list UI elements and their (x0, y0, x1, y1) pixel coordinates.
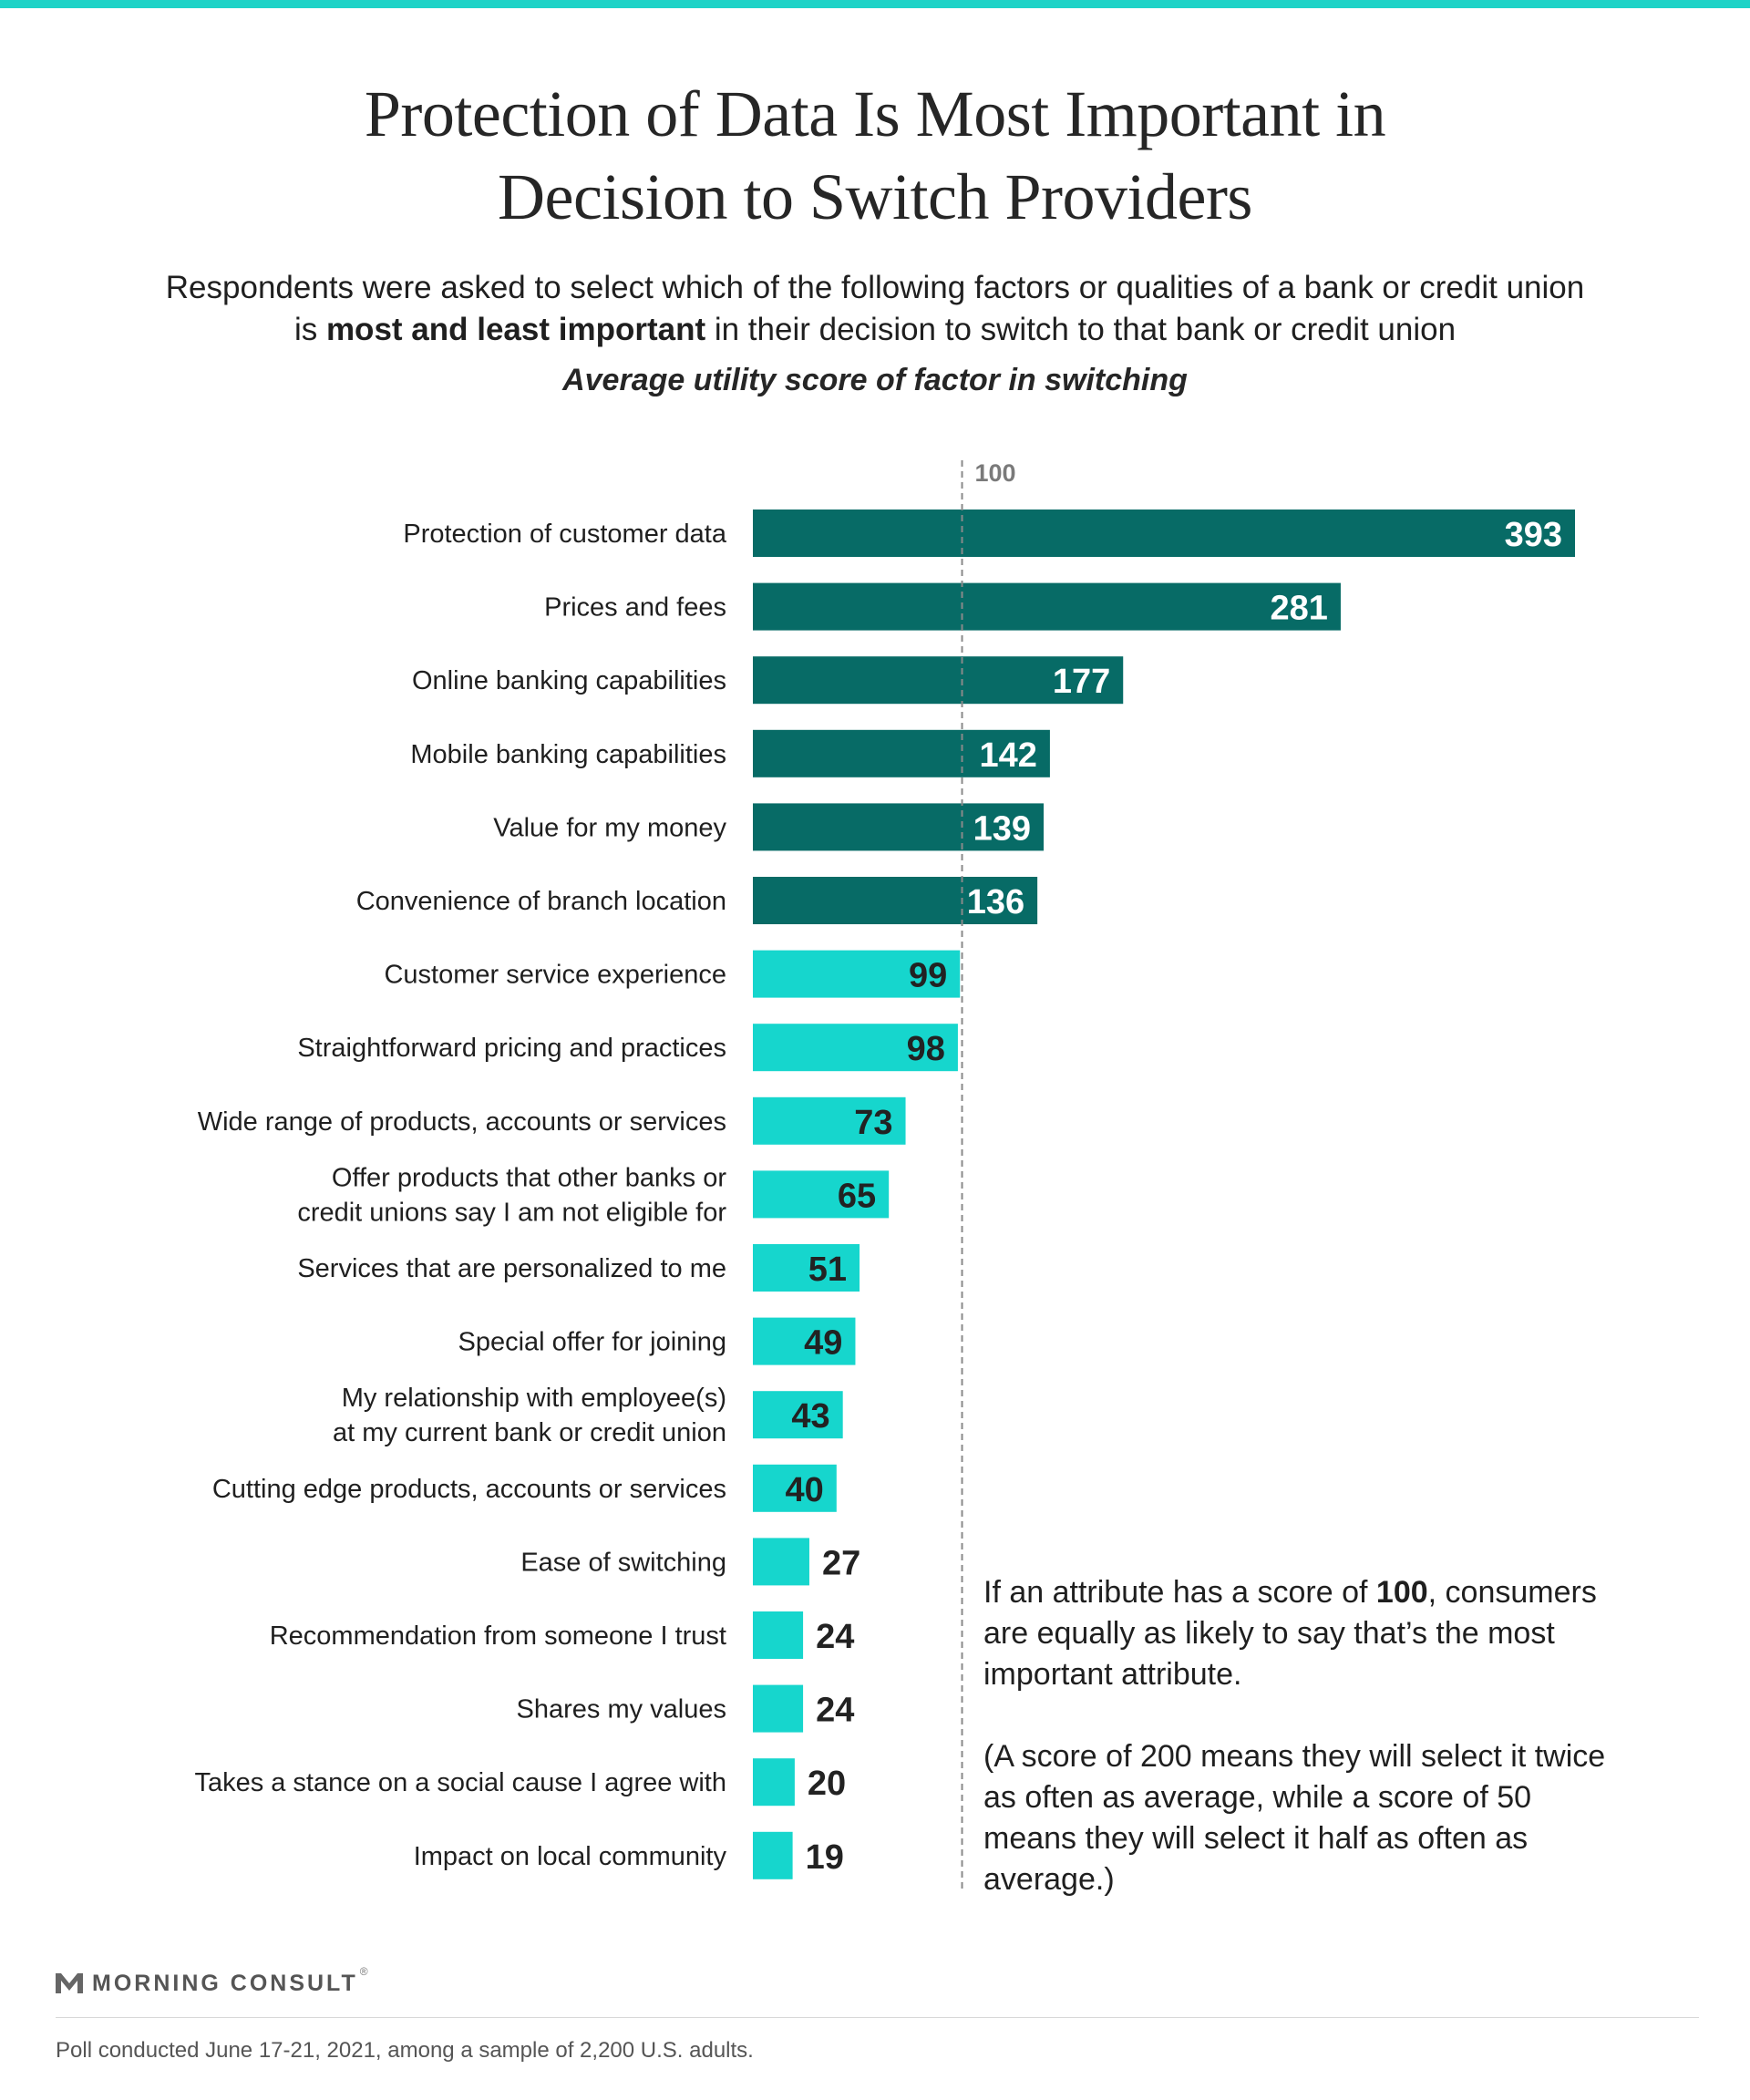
bar (753, 1024, 958, 1072)
bar (753, 1391, 843, 1439)
page-title: Protection of Data Is Most Important in … (0, 73, 1750, 239)
category-label: Shares my values (517, 1695, 727, 1724)
bar (753, 1538, 809, 1586)
bar (753, 510, 1575, 557)
category-label: Protection of customer data (403, 520, 726, 549)
bar (753, 1464, 837, 1512)
bar (753, 1611, 804, 1659)
chart-title: Average utility score of factor in switc… (562, 363, 1188, 397)
morning-consult-m-icon (56, 1973, 83, 1993)
subtitle: Respondents were asked to select which o… (0, 267, 1750, 351)
category-label: Ease of switching (520, 1548, 726, 1577)
category-label: Recommendation from someone I trust (270, 1621, 726, 1651)
score-explanation-note: If an attribute has a score of 100, cons… (983, 1572, 1621, 1941)
category-label: Prices and fees (544, 593, 726, 623)
logo-trademark: ® (359, 1965, 368, 1978)
category-label: Cutting edge products, accounts or servi… (212, 1475, 726, 1504)
value-label: 40 (786, 1471, 824, 1509)
reference-line-label: 100 (975, 459, 1016, 487)
category-label: Special offer for joining (458, 1328, 726, 1357)
note-p1-post: , consumers are equally as likely to say… (983, 1575, 1597, 1692)
value-label: 65 (838, 1177, 876, 1215)
value-label: 281 (1271, 590, 1328, 628)
bar (753, 1684, 804, 1733)
bar (753, 656, 1124, 705)
value-label: 177 (1053, 663, 1110, 701)
value-label: 19 (806, 1838, 844, 1877)
category-label: Online banking capabilities (412, 666, 726, 695)
category-label: Mobile banking capabilities (410, 740, 726, 769)
bar (753, 950, 961, 998)
title-line-2: Decision to Switch Providers (498, 160, 1252, 233)
note-p1-pre: If an attribute has a score of (983, 1575, 1376, 1610)
category-label: My relationship with employee(s) at my cu… (333, 1384, 726, 1447)
source-note: Poll conducted June 17-21, 2021, among a… (56, 2038, 754, 2063)
subtitle-line-1: Respondents were asked to select which o… (165, 270, 1585, 305)
morning-consult-logo: MORNING CONSULT ® (56, 1965, 368, 2002)
value-label: 136 (967, 883, 1024, 921)
logo-text: MORNING CONSULT (92, 1970, 358, 1996)
title-line-1: Protection of Data Is Most Important in (364, 77, 1386, 150)
category-label: Impact on local community (414, 1842, 727, 1871)
category-label: Straightforward pricing and practices (297, 1034, 726, 1063)
note-p1-bold: 100 (1375, 1575, 1428, 1610)
value-label: 142 (980, 736, 1037, 775)
value-label: 73 (854, 1104, 892, 1142)
note-paragraph-2: (A score of 200 means they will select i… (983, 1739, 1606, 1897)
category-label: Offer products that other banks or credit… (297, 1163, 726, 1227)
bar (753, 1317, 856, 1365)
value-label: 51 (808, 1251, 847, 1289)
subtitle-post: in their decision to switch to that bank… (705, 312, 1457, 347)
value-label: 393 (1505, 516, 1562, 554)
value-label: 24 (816, 1692, 854, 1730)
subtitle-pre: is (293, 312, 326, 347)
bar (753, 1831, 793, 1879)
category-label: Takes a stance on a social cause I agree… (194, 1768, 726, 1797)
bar (753, 729, 1050, 777)
bar (753, 1758, 795, 1807)
bar (753, 877, 1038, 924)
value-label: 27 (822, 1544, 860, 1582)
category-label: Convenience of branch location (356, 887, 726, 916)
bar (753, 803, 1045, 851)
top-accent-rule (0, 0, 1750, 8)
value-label: 24 (816, 1618, 854, 1656)
subtitle-line-2: is most and least important in their dec… (0, 309, 1750, 351)
bar (753, 1244, 860, 1292)
value-label: 43 (791, 1397, 829, 1436)
bar (753, 1096, 906, 1145)
bar (753, 1170, 890, 1219)
value-label: 98 (907, 1030, 945, 1068)
category-label: Customer service experience (384, 961, 726, 990)
value-label: 139 (973, 809, 1031, 848)
bar-chart: Protection of customer data 393 Prices and… (194, 459, 1575, 1891)
footer-divider (56, 2017, 1699, 2018)
value-label: 99 (909, 957, 947, 995)
category-label: Value for my money (493, 813, 726, 842)
value-label: 20 (808, 1765, 846, 1803)
note-paragraph-1: If an attribute has a score of 100, cons… (983, 1572, 1621, 1695)
category-label: Wide range of products, accounts or serv… (198, 1107, 726, 1137)
value-label: 49 (804, 1324, 842, 1363)
subtitle-bold: most and least important (325, 312, 706, 347)
bar (753, 582, 1341, 631)
category-label: Services that are personalized to me (297, 1254, 726, 1283)
